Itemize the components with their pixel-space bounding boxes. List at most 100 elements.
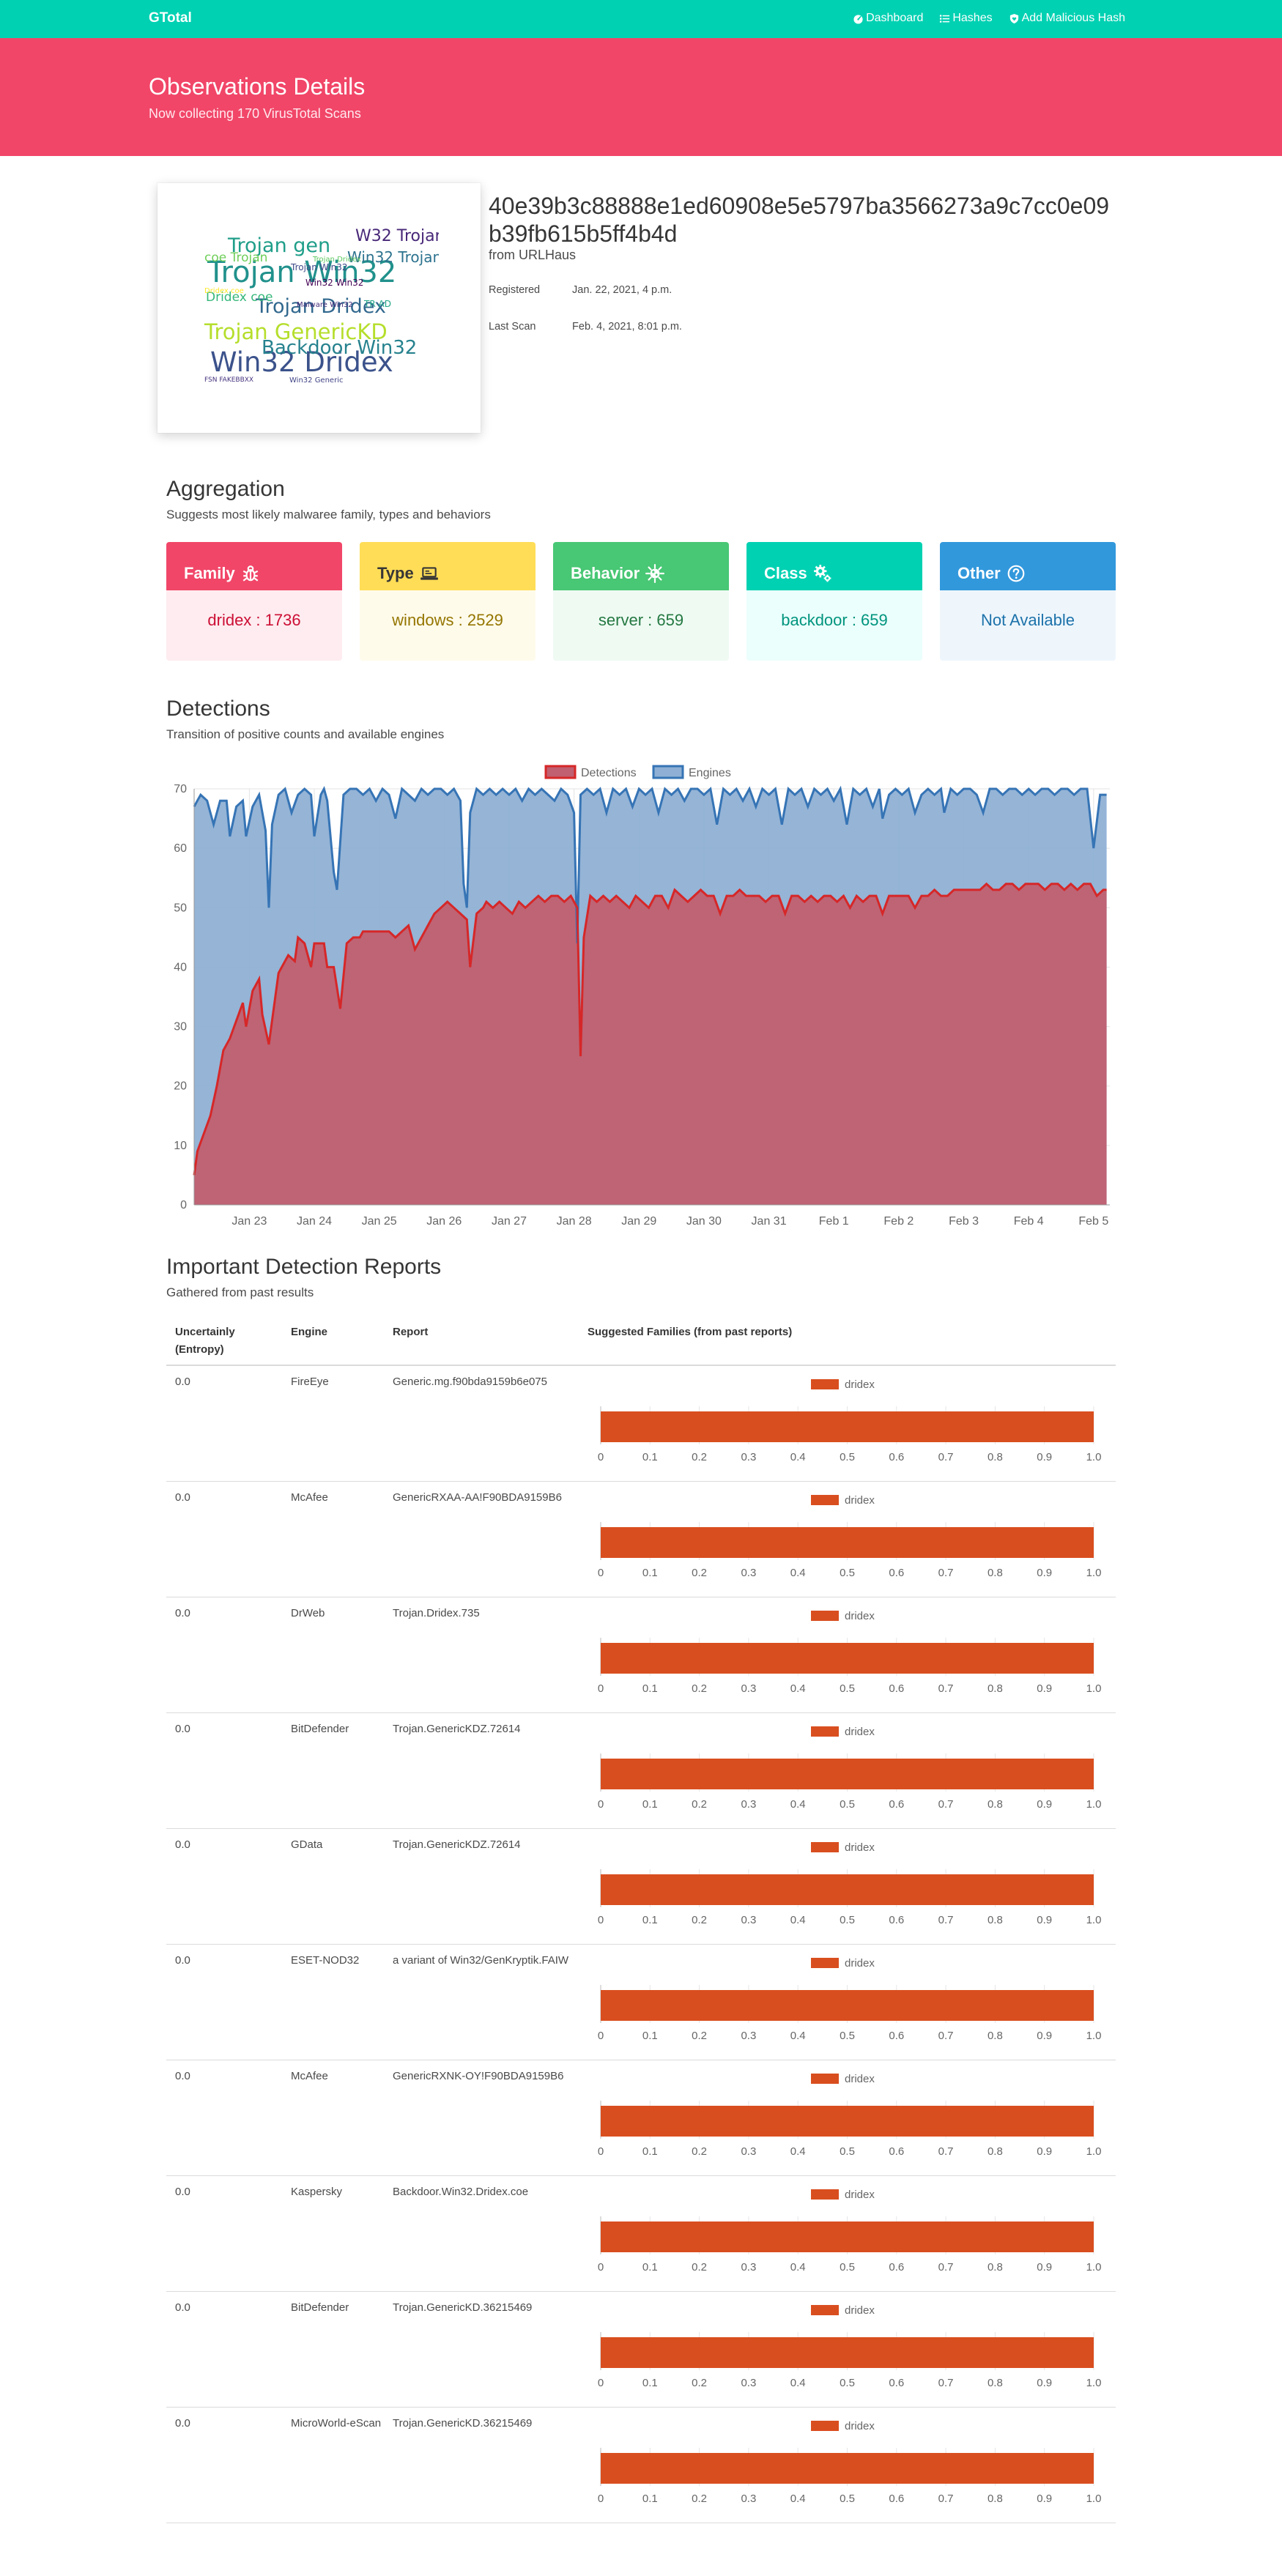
x-tick-label: 0: [598, 2261, 604, 2274]
x-tick-label: 0.5: [840, 2030, 855, 2042]
dridex-bar: [601, 1990, 1094, 2021]
legend-label: dridex: [845, 1494, 875, 1507]
report-cell: GenericRXNK-OY!F90BDA9159B6: [393, 2070, 564, 2082]
x-tick-label: 0.4: [790, 1567, 806, 1579]
x-tick-label: 0.1: [642, 1451, 658, 1463]
x-tick-label: 0.5: [840, 1567, 855, 1579]
nav-add-hash-link[interactable]: Add Malicious Hash: [1009, 12, 1125, 25]
table-row: 0.0 Kaspersky Backdoor.Win32.Dridex.coe 0 0.…: [166, 2176, 1116, 2292]
family-bar-chart: 0 0.1 0.2 0.3 0.4 0.5 0.6 0.7 0.8 0.9 1.0 dridex: [598, 1378, 1102, 1463]
dridex-bar: [601, 1874, 1094, 1905]
x-tick-label: 0.5: [840, 1798, 855, 1811]
x-tick-label: 0.6: [889, 2493, 904, 2505]
y-tick-label: 40: [174, 961, 187, 973]
x-tick-label: 0.8: [988, 1451, 1003, 1463]
brand-logo[interactable]: GTotal: [149, 10, 192, 26]
uncertainty-cell: 0.0: [175, 2417, 190, 2430]
dridex-bar: [601, 1643, 1094, 1674]
x-tick-label: 0.6: [889, 1798, 904, 1811]
x-tick-label: Jan 27: [492, 1215, 527, 1228]
x-tick-label: Jan 28: [557, 1215, 592, 1228]
nav-hashes-label: Hashes: [952, 12, 993, 24]
nav-hashes-link[interactable]: Hashes: [939, 12, 993, 25]
dridex-bar: [601, 2453, 1094, 2484]
class-card-header: Class: [746, 542, 922, 590]
laptop-icon: [420, 567, 438, 580]
other-card-value: Not Available: [980, 611, 1075, 629]
table-row: 0.0 BitDefender Trojan.GenericKD.36215469 0…: [166, 2292, 1116, 2408]
family-bar-chart: 0 0.1 0.2 0.3 0.4 0.5 0.6 0.7 0.8 0.9 1.0 dridex: [598, 1610, 1102, 1695]
behavior-card-header: Behavior: [553, 542, 729, 590]
detections-area: [194, 883, 1107, 1205]
wordcloud-word: Dridex coe: [204, 287, 244, 295]
table-row: 0.0 FireEye Generic.mg.f90bda9159b6e075 0 0.…: [166, 1366, 1116, 1482]
other-card-title: Other: [957, 564, 1001, 582]
legend-label: dridex: [845, 1957, 875, 1970]
dridex-bar: [601, 1411, 1094, 1442]
header-suggested-families: Suggested Families (from past reports): [588, 1326, 793, 1338]
reports-table-body: 0.0 FireEye Generic.mg.f90bda9159b6e075 0 0.…: [166, 1366, 1116, 2523]
engine-cell: GData: [291, 1838, 323, 1851]
report-cell: Backdoor.Win32.Dridex.coe: [393, 2186, 529, 2198]
x-tick-label: 0.2: [692, 1567, 707, 1579]
class-card: Class backdoor : 659: [746, 542, 922, 661]
behavior-card-title: Behavior: [571, 564, 640, 582]
y-tick-label: 60: [174, 842, 187, 855]
x-tick-label: 0.3: [741, 1451, 756, 1463]
wordcloud-word: TR AD: [363, 299, 391, 309]
other-card-header: Other: [940, 542, 1116, 590]
legend-label: dridex: [845, 2304, 875, 2317]
x-tick-label: 0.9: [1037, 1682, 1052, 1695]
header-engine: Engine: [291, 1326, 328, 1338]
family-bar-chart: 0 0.1 0.2 0.3 0.4 0.5 0.6 0.7 0.8 0.9 1.0 dridex: [598, 1841, 1102, 1926]
x-tick-label: 1.0: [1086, 2145, 1102, 2158]
x-tick-label: 0.2: [692, 1451, 707, 1463]
legend-label: dridex: [845, 2189, 875, 2201]
wordcloud-word: Trojan Win32: [290, 262, 348, 272]
x-tick-label: 0.9: [1037, 1451, 1052, 1463]
uncertainty-cell: 0.0: [175, 2301, 190, 2314]
x-tick-label: 0.3: [741, 1682, 756, 1695]
wordcloud-word: Win32 Trojan: [347, 248, 439, 266]
wordcloud-word: Trojan GenericKD: [204, 319, 388, 344]
x-tick-label: 0.7: [938, 1451, 954, 1463]
x-tick-label: 0.6: [889, 2145, 904, 2158]
x-tick-label: 0.2: [692, 1682, 707, 1695]
legend-label: dridex: [845, 1378, 875, 1391]
y-tick-label: 10: [174, 1140, 187, 1152]
x-tick-label: 0.2: [692, 2145, 707, 2158]
engine-cell: DrWeb: [291, 1607, 325, 1619]
x-tick-label: 0: [598, 2145, 604, 2158]
x-tick-label: 0: [598, 1567, 604, 1579]
legend-swatch: [811, 2421, 839, 2431]
navbar: GTotal Dashboard Hashes Add Malicious Ha…: [0, 0, 1282, 38]
family-card-body: dridex : 1736: [166, 590, 342, 661]
uncertainty-cell: 0.0: [175, 1607, 190, 1619]
uncertainty-cell: 0.0: [175, 1723, 190, 1735]
question-circle-icon: [1007, 565, 1025, 582]
x-tick-label: 1.0: [1086, 2377, 1102, 2389]
y-tick-label: 20: [174, 1080, 187, 1093]
reports-subtitle: Gathered from past results: [166, 1285, 314, 1299]
family-card-title: Family: [184, 564, 235, 582]
x-tick-label: 0.5: [840, 1451, 855, 1463]
x-tick-label: 0.9: [1037, 1567, 1052, 1579]
wordcloud-word: Trojan Dridex: [312, 256, 361, 264]
report-cell: Trojan.GenericKD.36215469: [393, 2301, 533, 2314]
x-tick-label: 0.5: [840, 2261, 855, 2274]
aggregation-subtitle: Suggests most likely malwaree family, ty…: [166, 508, 491, 521]
x-tick-label: 0.3: [741, 1567, 756, 1579]
engine-cell: Kaspersky: [291, 2186, 343, 2198]
x-tick-label: 0.5: [840, 2493, 855, 2505]
wordcloud-word: Trojan gen: [227, 234, 330, 257]
uncertainty-cell: 0.0: [175, 1838, 190, 1851]
registered-value: Jan. 22, 2021, 4 p.m.: [572, 284, 673, 296]
x-tick-label: 0: [598, 1451, 604, 1463]
x-tick-label: 0.3: [741, 2261, 756, 2274]
last-scan-label: Last Scan: [489, 321, 536, 333]
nav-dashboard-link[interactable]: Dashboard: [853, 12, 923, 25]
x-tick-label: 0.5: [840, 2377, 855, 2389]
engine-cell: FireEye: [291, 1376, 329, 1388]
uncertainty-cell: 0.0: [175, 2186, 190, 2198]
table-row: 0.0 GData Trojan.GenericKDZ.72614 0 0.1 0.2 0.…: [166, 1829, 1116, 1945]
